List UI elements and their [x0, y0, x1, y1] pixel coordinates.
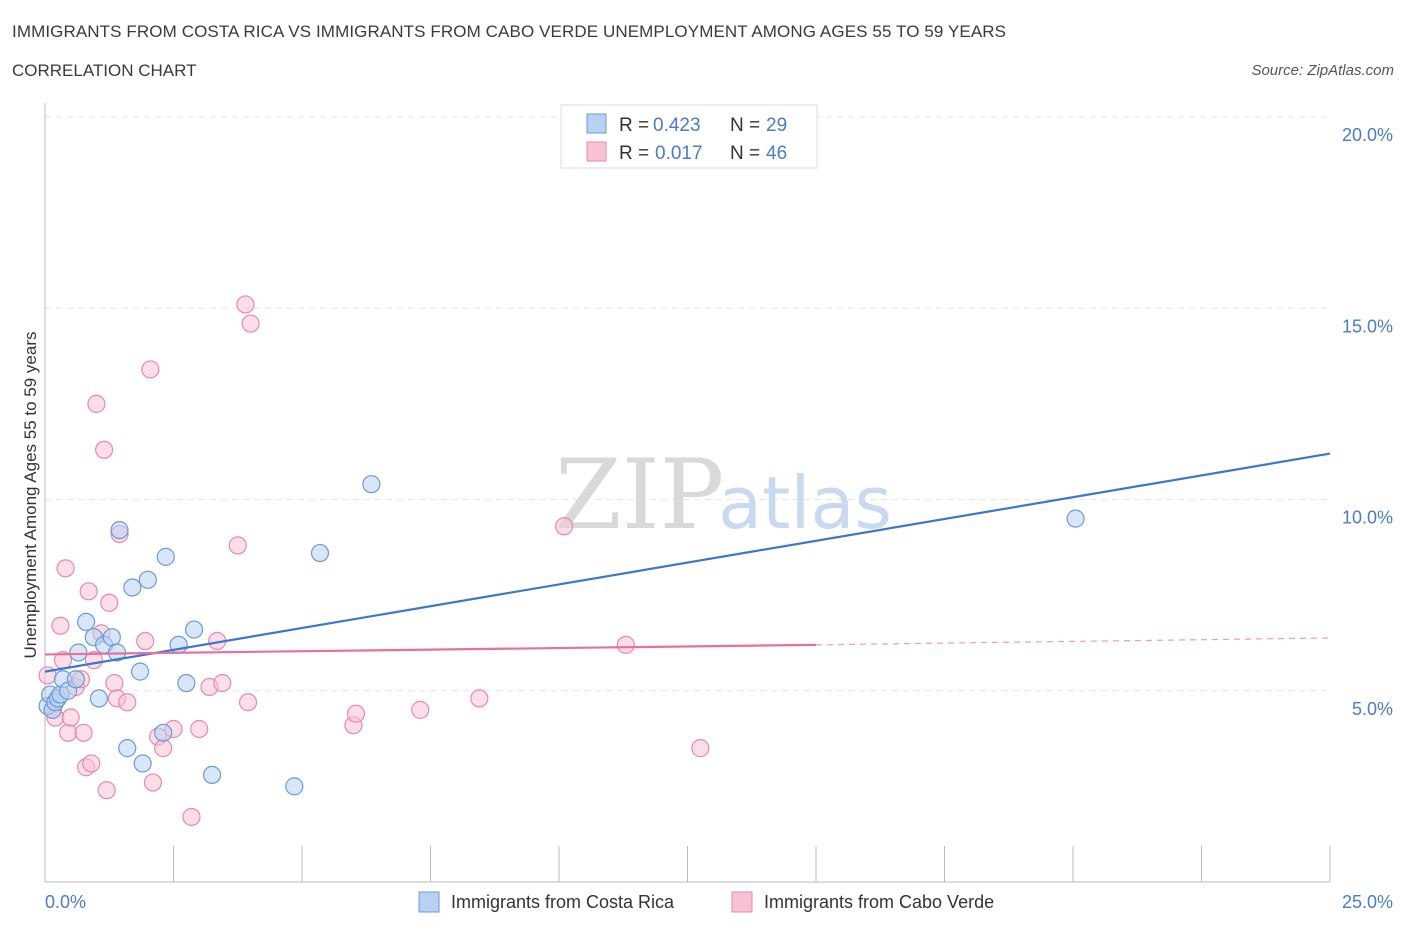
- costa-rica-point: [184, 620, 204, 639]
- costa-rica-point: [102, 628, 121, 647]
- cabo-verde-point: [555, 517, 574, 536]
- costa-rica-point: [156, 547, 175, 566]
- y-tick-labels: 5.0% 10.0% 15.0% 20.0%: [1342, 125, 1393, 719]
- legend-label-cabo-verde: Immigrants from Cabo Verde: [764, 892, 994, 912]
- costa-rica-point: [66, 670, 85, 689]
- costa-rica-point: [154, 723, 173, 742]
- cabo-verde-point: [154, 739, 173, 758]
- cabo-verde-trend-extension: [815, 637, 1331, 646]
- costa-rica-point: [202, 765, 222, 785]
- legend-label-costa-rica: Immigrants from Costa Rica: [451, 892, 675, 912]
- stats-legend: R = 0.423 N = 29 R = 0.017 N = 46: [560, 104, 818, 169]
- cabo-verde-point: [51, 616, 70, 635]
- watermark-zip: ZIP: [555, 439, 724, 551]
- cabo-verde-point: [182, 807, 201, 827]
- costa-rica-point: [310, 543, 330, 563]
- r-label-cabo-verde: R =: [619, 143, 649, 164]
- cabo-verde-swatch: [586, 141, 607, 162]
- cabo-verde-point: [236, 295, 255, 314]
- n-value-costa-rica: 29: [766, 115, 787, 136]
- n-value-cabo-verde: 46: [766, 143, 787, 164]
- x-tick-label-min: 0.0%: [45, 892, 86, 912]
- costa-rica-point: [285, 777, 304, 796]
- y-tick-label: 5.0%: [1352, 699, 1393, 719]
- trend-lines: [44, 452, 1331, 673]
- cabo-verde-point: [105, 673, 124, 693]
- axes: [44, 103, 1331, 883]
- grid-lines: [45, 116, 1330, 692]
- legend-swatch-costa-rica: [418, 891, 440, 913]
- cabo-verde-point: [228, 536, 247, 555]
- costa-rica-points: [38, 475, 1085, 796]
- cabo-verde-point: [87, 394, 106, 413]
- y-tick-label: 10.0%: [1342, 508, 1393, 528]
- costa-rica-point: [123, 578, 142, 597]
- y-tick-label: 15.0%: [1342, 316, 1393, 336]
- cabo-verde-point: [616, 635, 635, 654]
- costa-rica-point: [138, 570, 157, 589]
- y-axis-label: Unemployment Among Ages 55 to 59 years: [21, 332, 40, 659]
- costa-rica-point: [118, 739, 137, 758]
- cabo-verde-point: [61, 708, 80, 727]
- cabo-verde-trend-line: [44, 643, 817, 656]
- costa-rica-point: [177, 673, 196, 693]
- cabo-verde-point: [82, 754, 101, 773]
- y-tick-label: 20.0%: [1342, 125, 1393, 145]
- cabo-verde-point: [79, 582, 98, 601]
- cabo-verde-point: [190, 719, 209, 739]
- cabo-verde-points: [38, 295, 710, 827]
- r-value-costa-rica: 0.423: [653, 115, 701, 136]
- cabo-verde-point: [143, 773, 163, 792]
- cabo-verde-point: [97, 781, 116, 800]
- cabo-verde-point: [241, 314, 260, 333]
- cabo-verde-point: [59, 723, 78, 742]
- cabo-verde-point: [213, 673, 232, 693]
- legend-swatch-cabo-verde: [731, 891, 753, 913]
- cabo-verde-point: [100, 593, 119, 612]
- costa-rica-swatch: [586, 113, 607, 134]
- costa-rica-point: [110, 520, 129, 540]
- costa-rica-point: [1066, 509, 1085, 528]
- series-legend: Immigrants from Costa Rica Immigrants fr…: [418, 891, 994, 913]
- cabo-verde-point: [141, 360, 160, 379]
- watermark-atlas: atlas: [718, 461, 892, 545]
- cabo-verde-point: [470, 689, 489, 708]
- cabo-verde-point: [74, 723, 93, 742]
- cabo-verde-point: [56, 559, 75, 578]
- r-label-costa-rica: R =: [619, 115, 649, 136]
- costa-rica-trend-line: [44, 452, 1331, 673]
- cabo-verde-point: [95, 440, 114, 459]
- source-credit: Source: ZipAtlas.com: [1251, 62, 1394, 79]
- cabo-verde-point: [346, 704, 366, 723]
- costa-rica-point: [69, 643, 88, 662]
- costa-rica-point: [77, 612, 96, 632]
- cabo-verde-point: [411, 700, 430, 719]
- cabo-verde-point: [118, 693, 137, 712]
- r-value-cabo-verde: 0.017: [655, 143, 703, 164]
- chart-subtitle: CORRELATION CHART: [12, 61, 197, 80]
- costa-rica-point: [362, 475, 381, 494]
- costa-rica-point: [130, 662, 150, 681]
- watermark: ZIP atlas: [555, 439, 892, 551]
- n-label-costa-rica: N =: [730, 115, 760, 136]
- costa-rica-point: [89, 689, 109, 708]
- x-tick-label-max: 25.0%: [1342, 892, 1393, 912]
- costa-rica-point: [133, 754, 152, 773]
- chart-title: IMMIGRANTS FROM COSTA RICA VS IMMIGRANTS…: [12, 22, 1007, 41]
- n-label-cabo-verde: N =: [730, 143, 760, 164]
- cabo-verde-point: [136, 631, 155, 651]
- cabo-verde-point: [238, 693, 258, 712]
- cabo-verde-point: [691, 739, 710, 758]
